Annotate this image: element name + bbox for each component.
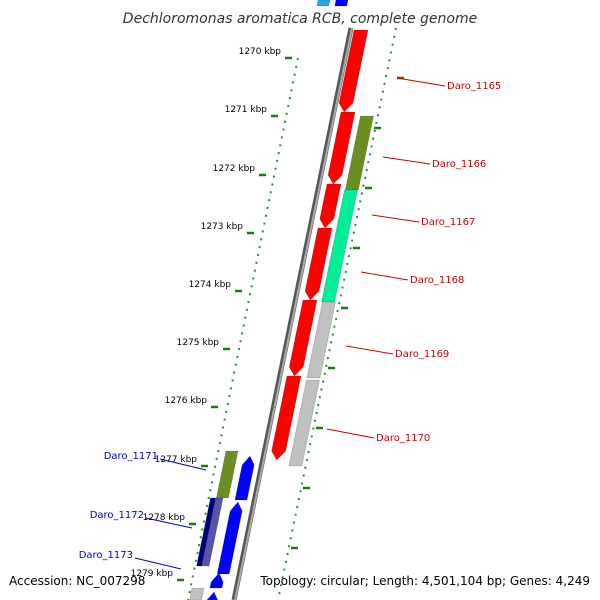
gene-label-leader [326, 428, 375, 439]
map-title: Dechloromonas aromatica RCB, complete ge… [123, 11, 477, 27]
kbp-tick-label: 1276 kbp [165, 396, 208, 406]
gene-label-left: Daro_1172 [90, 510, 144, 521]
gene-feature-grey [288, 379, 320, 467]
gene-feature-blue [216, 501, 243, 575]
kbp-tick-label: 1272 kbp [213, 164, 256, 174]
gene-label-leader [360, 271, 409, 281]
gene-feature-red [304, 227, 333, 301]
kbp-ticks: 1270 kbp 1271 kbp 1272 kbp 1273 kbp 1274 kbp… [131, 47, 404, 582]
gene-feature-olive [215, 450, 239, 499]
kbp-tick-label: 1279 kbp [131, 569, 174, 579]
gene-label-leader [134, 557, 182, 570]
right-dotted-guide [277, 27, 397, 600]
gene-feature-red [327, 111, 356, 185]
kbp-tick-label: 1271 kbp [225, 105, 268, 115]
gene-label-left: Daro_1171 [104, 451, 158, 462]
gene-labels: Daro_1165 Daro_1166 Daro_1167 Daro_1168 Daro… [79, 77, 501, 570]
gene-feature-olive [344, 115, 374, 191]
gene-feature-blue [206, 591, 219, 600]
gene-features [189, 0, 374, 600]
gene-label-right: Daro_1170 [376, 433, 430, 444]
gene-feature-red [271, 375, 302, 461]
gene-label-leader [345, 345, 394, 355]
gene-feature-red [338, 29, 369, 113]
kbp-tick-label: 1274 kbp [189, 280, 232, 290]
gene-label-right: Daro_1165 [447, 81, 501, 92]
kbp-tick-label: 1275 kbp [177, 338, 220, 348]
kbp-tick-label: 1277 kbp [155, 455, 198, 465]
gene-feature-blue [234, 455, 255, 501]
genome-summary: Topology: circular; Length: 4,501,104 bp… [260, 574, 590, 588]
gene-feature-red [319, 183, 342, 229]
left-dotted-guide [187, 57, 299, 600]
gene-feature-navy [196, 497, 216, 567]
gene-label-right: Daro_1167 [421, 217, 475, 228]
gene-label-leader [159, 458, 207, 471]
gene-label-left: Daro_1173 [79, 550, 133, 561]
kbp-tick-label: 1278 kbp [143, 513, 186, 523]
accession-label: Accession: NC_007298 [9, 574, 146, 588]
gene-label-leader [145, 517, 193, 529]
gene-feature-grey [306, 301, 336, 379]
gene-label-leader [371, 214, 420, 223]
gene-feature-grey [189, 587, 205, 600]
kbp-tick-label: 1270 kbp [239, 47, 282, 57]
gene-label-right: Daro_1166 [432, 159, 486, 170]
genome-backbone [231, 27, 354, 600]
gene-feature [334, 0, 349, 7]
gene-label-leader [382, 156, 431, 165]
gene-label-leader [396, 77, 446, 87]
gene-feature-red [288, 299, 318, 377]
gene-label-right: Daro_1168 [410, 275, 464, 286]
gene-feature [316, 0, 331, 7]
kbp-tick-label: 1273 kbp [201, 222, 244, 232]
gene-feature-blue [209, 572, 224, 589]
gene-label-right: Daro_1169 [395, 349, 449, 360]
